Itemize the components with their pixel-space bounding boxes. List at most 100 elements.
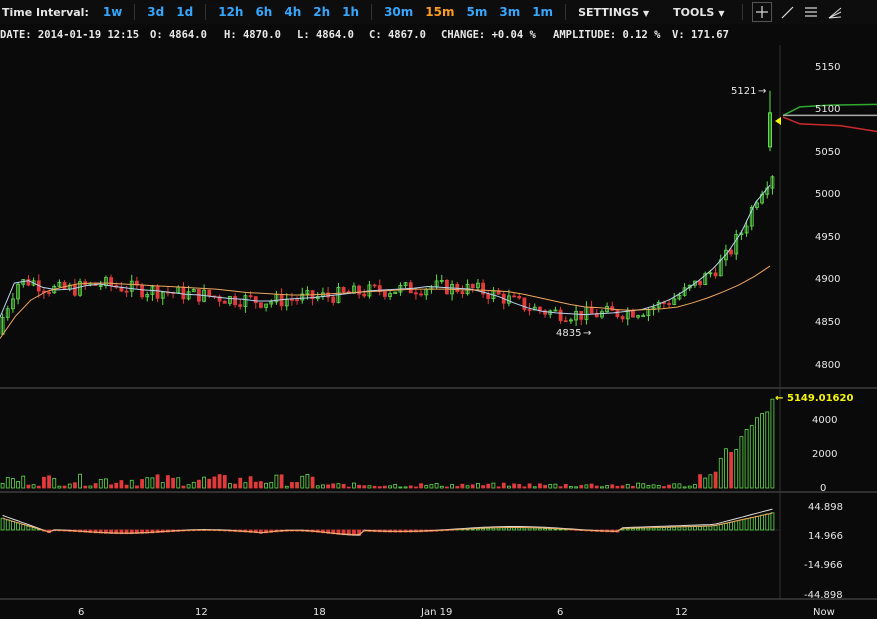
- interval-4h[interactable]: 4h: [284, 5, 302, 19]
- interval-3d[interactable]: 3d: [147, 5, 165, 19]
- volume-bar: [594, 485, 599, 489]
- price-tick: 5050: [815, 147, 840, 158]
- volume-bar: [672, 483, 677, 489]
- volume-bar: [755, 417, 759, 489]
- interval-12h[interactable]: 12h: [218, 5, 244, 19]
- candle-body: [269, 301, 274, 305]
- volume-bar: [517, 484, 522, 489]
- macd-histogram-bar: [667, 527, 671, 531]
- macd-histogram-bar: [749, 517, 754, 531]
- volume-bar: [67, 483, 72, 489]
- volume-bar: [770, 398, 775, 489]
- volume-bar: [377, 486, 382, 489]
- volume-bar: [367, 485, 372, 489]
- volume-bar: [734, 449, 739, 489]
- volume-bar: [83, 485, 88, 489]
- candle-body: [439, 279, 444, 282]
- volume-bar: [160, 482, 165, 489]
- candle-body: [300, 293, 305, 301]
- current-price-marker-icon: [775, 117, 781, 125]
- interval-1w[interactable]: 1w: [102, 5, 123, 19]
- macd-histogram-bar: [140, 529, 144, 534]
- volume-tick: 0: [820, 483, 826, 494]
- volume-bar: [5, 477, 10, 489]
- interval-6h[interactable]: 6h: [255, 5, 273, 19]
- candle-body: [414, 292, 418, 295]
- candle-body: [264, 303, 268, 308]
- volume-tick: 2000: [812, 449, 837, 460]
- tools-menu[interactable]: TOOLS ▼: [673, 6, 724, 19]
- macd-histogram-bar: [150, 529, 155, 534]
- volume-bar: [98, 479, 103, 489]
- info-open: O: 4864.0: [150, 29, 207, 41]
- volume-bar: [16, 481, 20, 489]
- macd-histogram-bar: [481, 528, 485, 531]
- volume-bar: [114, 482, 119, 489]
- crosshair-icon[interactable]: [752, 2, 773, 22]
- candle-body: [476, 282, 480, 289]
- macd-histogram-bar: [16, 522, 20, 531]
- interval-1h[interactable]: 1h: [342, 5, 360, 19]
- volume-bar: [491, 482, 496, 489]
- macd-histogram-bar: [770, 512, 775, 531]
- volume-bar: [253, 481, 258, 489]
- interval-1d[interactable]: 1d: [176, 5, 194, 19]
- candle-body: [569, 319, 573, 322]
- candle-body: [129, 280, 134, 292]
- volume-bar: [346, 486, 351, 489]
- candle-body: [207, 289, 212, 297]
- volume-bar: [434, 482, 439, 489]
- volume-bar: [171, 477, 175, 489]
- volume-bar: [93, 483, 98, 489]
- toolbar: Time Interval: 1w 3d 1d 12h 6h 4h 2h 1h …: [0, 0, 877, 24]
- price-tick: 5100: [815, 104, 840, 115]
- interval-5m[interactable]: 5m: [466, 5, 488, 19]
- volume-bar: [186, 484, 191, 489]
- candle-body: [248, 295, 253, 298]
- macd-histogram-bar: [264, 529, 268, 534]
- fibonacci-fan-icon[interactable]: [826, 3, 844, 21]
- info-amplitude: AMPLITUDE: 0.12 %: [553, 29, 661, 41]
- candle-body: [507, 295, 511, 304]
- toolbar-divider: [134, 4, 136, 20]
- volume-bar: [104, 478, 108, 489]
- candle-body: [372, 284, 377, 287]
- volume-bar: [403, 486, 408, 489]
- macd-histogram-bar: [744, 518, 749, 531]
- macd-signal-line: [2, 512, 773, 535]
- volume-bar: [501, 482, 506, 489]
- volume-bar: [269, 482, 274, 489]
- interval-3m[interactable]: 3m: [499, 5, 521, 19]
- macd-histogram-bar: [253, 529, 258, 534]
- macd-histogram-bar: [713, 525, 718, 531]
- volume-bar: [238, 477, 243, 489]
- interval-1m[interactable]: 1m: [532, 5, 554, 19]
- interval-2h[interactable]: 2h: [313, 5, 331, 19]
- candle-body: [419, 293, 423, 296]
- interval-30m[interactable]: 30m: [384, 5, 414, 19]
- volume-bar: [522, 486, 527, 489]
- macd-histogram-bar: [548, 528, 553, 531]
- volume-bar: [305, 473, 310, 489]
- volume-bar: [0, 482, 5, 489]
- horizontal-lines-icon[interactable]: [802, 3, 820, 21]
- candle-body: [109, 277, 113, 286]
- candle-body: [78, 281, 82, 296]
- volume-bar: [476, 483, 480, 489]
- candle-body: [636, 315, 640, 318]
- candle-body: [708, 272, 713, 275]
- volume-bar: [300, 475, 305, 489]
- volume-bar: [631, 485, 635, 489]
- candle-body: [259, 302, 263, 308]
- candle-body: [563, 320, 568, 323]
- interval-15m[interactable]: 15m: [425, 5, 455, 19]
- settings-menu[interactable]: SETTINGS ▼: [578, 6, 649, 19]
- volume-bar: [424, 485, 429, 489]
- chart-area[interactable]: 5150 5100 5050 5000 4950 4900 4850 4800 …: [0, 45, 877, 619]
- volume-bar: [610, 484, 615, 489]
- price-tick: 4950: [815, 232, 840, 243]
- volume-bar: [383, 485, 387, 489]
- line-icon[interactable]: [778, 3, 796, 21]
- caret-down-icon: ▼: [718, 8, 725, 18]
- candle-body: [377, 285, 382, 293]
